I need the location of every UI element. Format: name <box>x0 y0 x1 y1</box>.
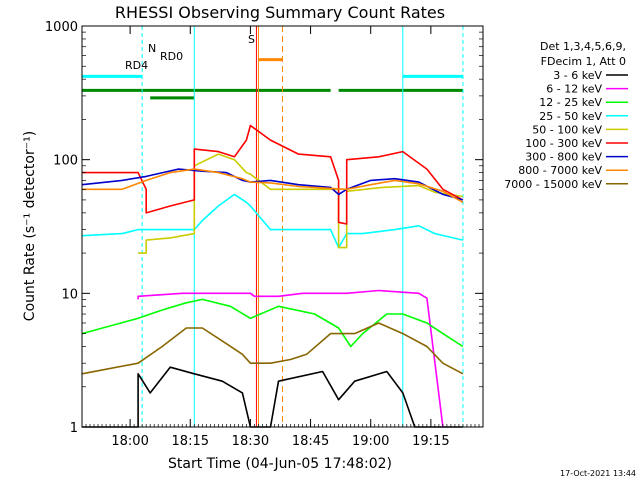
series-layer <box>81 124 464 428</box>
series-line-7 <box>81 168 464 201</box>
generation-timestamp: 17-Oct-2021 13:44 <box>560 469 636 478</box>
x-axis-label: Start Time (04-Jun-05 17:48:02) <box>168 456 392 472</box>
legend-label-3: 12 - 25 keV <box>539 96 602 109</box>
series-line-2 <box>137 289 444 428</box>
series-line-6 <box>82 124 464 225</box>
y-tick-label-1: 1 <box>70 421 78 436</box>
y-ticks-layer: 1 10 100 1000 <box>45 20 483 436</box>
series-line-4 <box>81 193 464 249</box>
series-line-8 <box>82 168 464 204</box>
x-ticks-layer: 18:00 18:15 18:30 18:45 19:00 19:15 <box>81 26 484 449</box>
annotation-rd4: RD4 <box>125 59 148 72</box>
legend-label-2: 6 - 12 keV <box>546 83 602 96</box>
legend-label-9: 7000 - 15000 keV <box>504 178 602 191</box>
legend-label-8: 800 - 7000 keV <box>518 164 602 177</box>
annotation-s: S <box>248 33 255 46</box>
legend: Det 1,3,4,5,6,9, FDecim 1, Att 0 3 - 6 k… <box>504 40 628 191</box>
legend-label-7: 300 - 800 keV <box>525 151 602 164</box>
legend-header-line-2: FDecim 1, Att 0 <box>541 55 626 68</box>
x-tick-label-4: 18:45 <box>292 434 329 449</box>
x-tick-label-1: 18:00 <box>111 434 148 449</box>
x-tick-label-6: 19:15 <box>412 434 449 449</box>
y-tick-label-2: 10 <box>61 287 78 302</box>
legend-label-5: 50 - 100 keV <box>532 123 602 136</box>
annotation-n: N <box>148 42 156 55</box>
y-tick-label-3: 100 <box>53 154 78 169</box>
series-line-9 <box>81 322 464 375</box>
y-axis-label: Count Rate (s⁻¹ detector⁻¹) <box>22 131 38 321</box>
legend-label-4: 25 - 50 keV <box>539 110 602 123</box>
legend-header-line-1: Det 1,3,4,5,6,9, <box>540 40 626 53</box>
x-tick-label-3: 18:30 <box>232 434 269 449</box>
x-tick-label-2: 18:15 <box>172 434 209 449</box>
annotation-rd0: RD0 <box>160 50 183 63</box>
y-tick-label-4: 1000 <box>45 20 78 35</box>
series-line-3 <box>81 298 464 348</box>
attenuator-bars-layer <box>82 58 463 100</box>
legend-label-6: 100 - 300 keV <box>525 137 602 150</box>
legend-label-1: 3 - 6 keV <box>553 69 602 82</box>
chart-title: RHESSI Observing Summary Count Rates <box>115 3 445 22</box>
x-tick-label-5: 19:00 <box>352 434 389 449</box>
